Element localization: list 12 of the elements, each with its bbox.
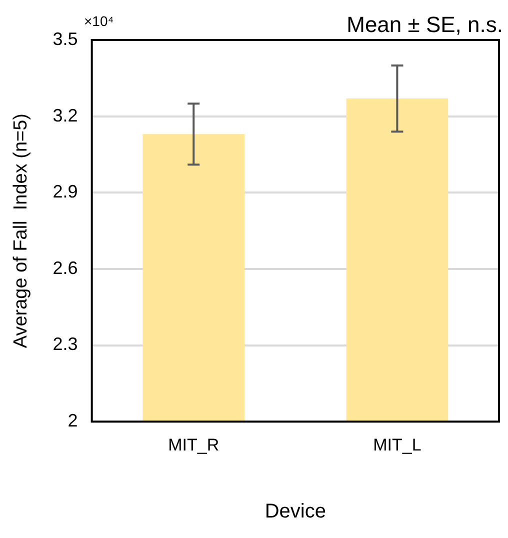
y-tick-label: 3.5: [52, 28, 78, 49]
y-tick-label: 2.6: [52, 258, 78, 278]
y-axis-title: Average of Fall Index (n=5): [10, 113, 32, 348]
y-tick-label: 2.3: [52, 334, 78, 354]
y-tick-label: 2.9: [52, 182, 78, 202]
x-tick-label: MIT_R: [168, 435, 220, 454]
y-tick-label: 2: [68, 410, 78, 431]
text: Mean ± SE, n.s.: [346, 12, 503, 37]
x-axis-title: Device: [264, 500, 326, 523]
x-tick-label: MIT_L: [373, 435, 422, 454]
text: ×10⁴: [84, 13, 114, 29]
y-tick-label: 3.2: [52, 105, 78, 126]
